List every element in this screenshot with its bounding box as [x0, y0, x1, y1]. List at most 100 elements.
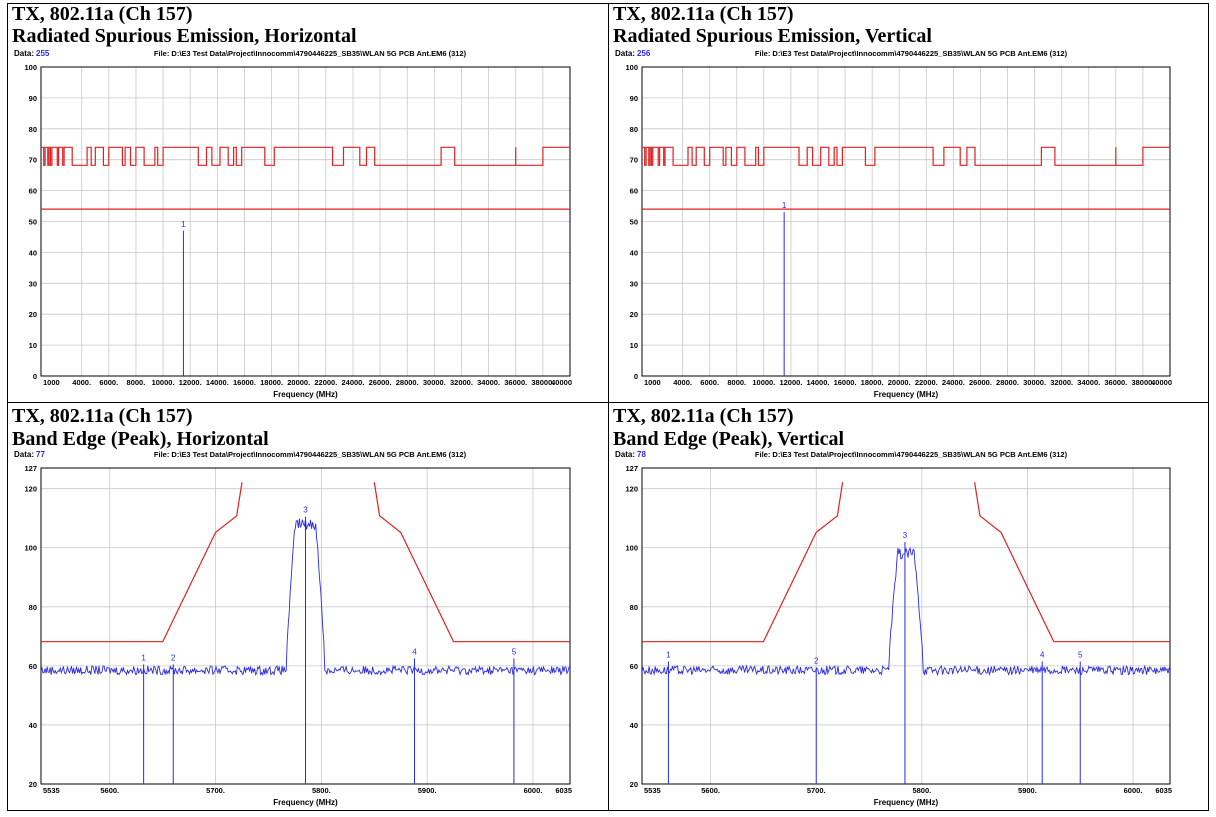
x-tick-label: 28000. — [996, 378, 1019, 387]
x-tick-label: 24000. — [341, 378, 364, 387]
marker-label: 4 — [412, 647, 417, 656]
x-tick-label: 20000. — [888, 378, 911, 387]
x-tick-label: 18000. — [260, 378, 283, 387]
data-label: Data: — [615, 450, 635, 459]
row-divider — [8, 402, 1208, 403]
y-tick-label: 40 — [29, 248, 37, 257]
y-tick-label: 80 — [630, 603, 638, 612]
x-axis-label: Frequency (MHz) — [273, 798, 338, 807]
marker-label: 1 — [782, 201, 787, 210]
y-tick-label: 80 — [630, 125, 638, 134]
band-edge-limit — [373, 482, 570, 643]
y-tick-label: 60 — [630, 662, 638, 671]
band-edge-limit — [642, 482, 844, 643]
data-number: 255 — [36, 49, 50, 58]
x-tick-label: 30000. — [1023, 378, 1046, 387]
marker-label: 3 — [903, 531, 908, 540]
x-tick-label: 5600. — [701, 786, 720, 795]
x-tick-label: 6000. — [99, 378, 118, 387]
x-tick-label: 28000. — [396, 378, 419, 387]
marker-label: 2 — [814, 656, 819, 665]
x-tick-label: 1000 — [644, 378, 661, 387]
y-tick-label: 90 — [29, 94, 37, 103]
chart-spurious-horizontal: Data: 255 File: D:\E3 Test Data\Project\In… — [14, 49, 572, 399]
panel-title-line1: TX, 802.11a (Ch 157) — [613, 3, 794, 25]
y-tick-label: 50 — [29, 218, 37, 227]
x-tick-label: 6000. — [1124, 786, 1143, 795]
marker-label: 5 — [1078, 650, 1083, 659]
y-tick-label: 60 — [630, 187, 638, 196]
file-path: File: D:\E3 Test Data\Project\Innocomm\4… — [755, 49, 1068, 58]
y-tick-label: 20 — [630, 310, 638, 319]
y-tick-label: 120 — [625, 485, 638, 494]
x-tick-label: 8000. — [727, 378, 746, 387]
y-tick-label: 127 — [625, 464, 638, 473]
plot-content — [642, 482, 1170, 784]
y-tick-label: 40 — [630, 721, 638, 730]
figure-table: TX, 802.11a (Ch 157) Radiated Spurious E… — [7, 3, 1209, 811]
x-tick-label: 10000. — [152, 378, 175, 387]
x-tick-label: 6000. — [524, 786, 543, 795]
x-tick-label: 32000. — [450, 378, 473, 387]
panel-title-line1: TX, 802.11a (Ch 157) — [613, 405, 794, 427]
marker-label: 5 — [512, 647, 517, 656]
marker-label: 4 — [1040, 650, 1045, 659]
x-tick-label: 14000. — [807, 378, 830, 387]
panel-bandedge-horizontal: TX, 802.11a (Ch 157) Band Edge (Peak), H… — [8, 403, 608, 810]
data-number: 256 — [637, 49, 651, 58]
y-tick-label: 60 — [29, 187, 37, 196]
measurement-trace — [642, 547, 1170, 677]
x-tick-label: 6000. — [700, 378, 719, 387]
x-tick-label: 5700. — [206, 786, 225, 795]
plot-border — [40, 66, 571, 377]
y-tick-label: 20 — [29, 310, 37, 319]
y-tick-label: 10 — [630, 341, 638, 350]
x-axis-label: Frequency (MHz) — [874, 798, 939, 807]
x-tick-label: 14000. — [206, 378, 229, 387]
data-label: Data: — [14, 49, 34, 58]
x-tick-label: 8000. — [127, 378, 146, 387]
x-tick-label: 36000. — [1104, 378, 1127, 387]
marker-label: 1 — [141, 653, 146, 662]
marker-label: 2 — [171, 653, 176, 662]
x-tick-label: 6035 — [1155, 786, 1172, 795]
band-edge-limit — [41, 482, 243, 643]
x-tick-label: 5900. — [1018, 786, 1037, 795]
panel-title-line1: TX, 802.11a (Ch 157) — [12, 3, 193, 25]
x-tick-label: 40000 — [1151, 378, 1172, 387]
x-tick-label: 34000. — [477, 378, 500, 387]
column-divider — [608, 4, 609, 810]
x-tick-label: 10000. — [752, 378, 775, 387]
y-tick-label: 80 — [29, 125, 37, 134]
panel-spurious-horizontal: TX, 802.11a (Ch 157) Radiated Spurious E… — [8, 3, 608, 402]
x-tick-label: 1000 — [43, 378, 60, 387]
file-path: File: D:\E3 Test Data\Project\Innocomm\4… — [154, 450, 467, 459]
x-tick-label: 36000. — [504, 378, 527, 387]
y-tick-label: 100 — [625, 544, 638, 553]
marker-label: 3 — [303, 506, 308, 515]
y-tick-label: 10 — [29, 341, 37, 350]
x-tick-label: 38000. — [1131, 378, 1154, 387]
y-tick-label: 20 — [630, 780, 638, 789]
panel-title-line2: Radiated Spurious Emission, Horizontal — [12, 25, 357, 47]
x-tick-label: 4000. — [673, 378, 692, 387]
x-tick-label: 16000. — [834, 378, 857, 387]
x-tick-label: 12000. — [779, 378, 802, 387]
x-tick-label: 38000. — [531, 378, 554, 387]
x-tick-label: 4000. — [72, 378, 91, 387]
x-tick-label: 26000. — [969, 378, 992, 387]
x-tick-label: 34000. — [1077, 378, 1100, 387]
x-axis-label: Frequency (MHz) — [273, 390, 338, 399]
marker-label: 1 — [666, 650, 671, 659]
panel-title-line1: TX, 802.11a (Ch 157) — [12, 405, 193, 427]
file-path: File: D:\E3 Test Data\Project\Innocomm\4… — [755, 450, 1068, 459]
x-tick-label: 22000. — [915, 378, 938, 387]
plot-content — [41, 482, 570, 784]
panel-title-line2: Band Edge (Peak), Horizontal — [12, 428, 269, 450]
x-tick-label: 32000. — [1050, 378, 1073, 387]
y-tick-label: 0 — [33, 372, 37, 381]
data-label: Data: — [14, 450, 34, 459]
panel-bandedge-vertical: TX, 802.11a (Ch 157) Band Edge (Peak), V… — [609, 403, 1208, 810]
marker-label: 1 — [181, 220, 186, 229]
file-path: File: D:\E3 Test Data\Project\Innocomm\4… — [154, 49, 467, 58]
